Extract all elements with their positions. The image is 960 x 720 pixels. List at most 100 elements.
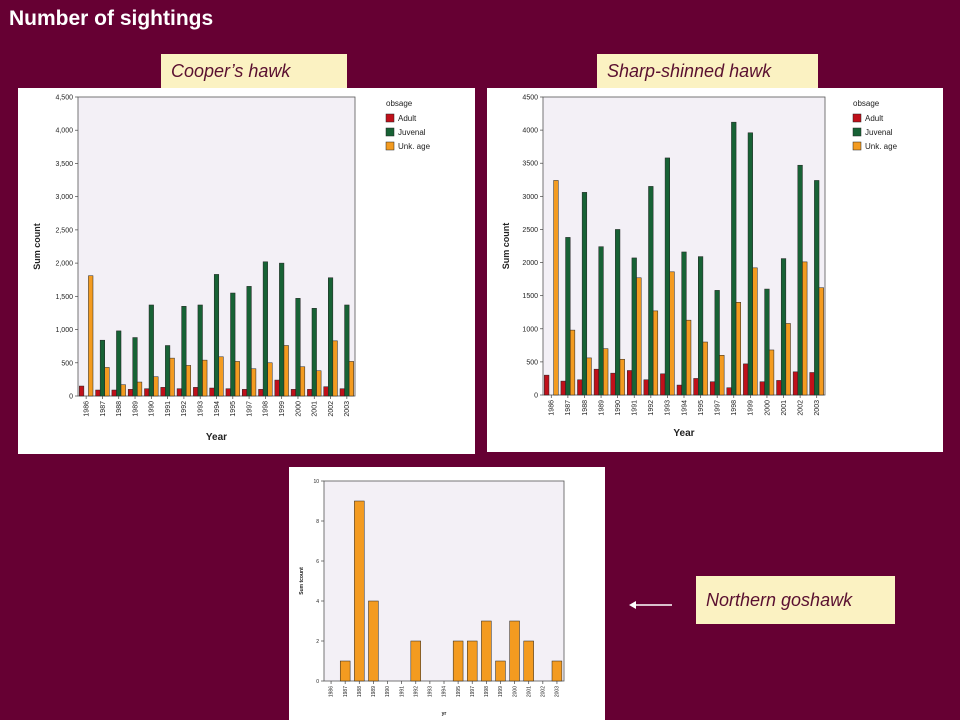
bar-unk-age-1990	[153, 376, 159, 397]
legend-label-adult: Adult	[398, 114, 417, 123]
y-tick-label: 1000	[522, 326, 538, 333]
coopers-hawk-chart-panel: 0 500 1,000 1,500 2,000 2,500 3,000 3,500 4,000 4…	[18, 88, 475, 454]
bar-adult-1987	[95, 389, 101, 397]
bar-unk-age-1989	[603, 348, 609, 396]
x-tick-label: 1990	[385, 686, 391, 697]
bar-adult-1988	[111, 389, 117, 397]
x-tick-label: 2002	[797, 400, 804, 416]
bar-unk-age-1991	[169, 357, 175, 397]
x-tick-label: 1989	[371, 686, 377, 697]
y-tick-label: 2,500	[55, 227, 73, 234]
x-tick-label: 1994	[214, 401, 221, 417]
x-tick-label: 2002	[540, 686, 546, 697]
bar-juvenal-1999	[747, 132, 753, 396]
bar-adult-1997	[709, 381, 716, 396]
bar-juvenal-1993	[664, 157, 670, 396]
bar-adult-1998	[258, 389, 264, 397]
y-tick-label: 2500	[522, 227, 538, 234]
bar-unk-age-1997	[719, 355, 725, 396]
bar-adult-1992	[176, 388, 182, 397]
bar-juvenal-2000	[295, 298, 301, 397]
bar-count-1999	[495, 660, 506, 682]
bar-count-1992	[410, 640, 421, 682]
bar-adult-1994	[209, 387, 215, 397]
legend-label-juvenal: Juvenal	[865, 128, 893, 137]
bar-unk-age-1991	[636, 277, 642, 396]
bar-adult-1989	[127, 389, 133, 397]
x-tick-label: 1988	[116, 401, 123, 417]
x-tick-label: 1998	[731, 400, 738, 416]
bar-adult-1992	[643, 379, 649, 396]
bar-juvenal-1989	[598, 246, 604, 396]
bar-adult-1990	[144, 388, 150, 397]
bar-juvenal-2002	[328, 277, 334, 397]
sharp-shinned-hawk-label: Sharp-shinned hawk	[597, 54, 818, 88]
y-tick-label: 1,500	[55, 294, 73, 301]
bar-adult-1999	[743, 363, 749, 396]
bar-unk-age-1993	[202, 359, 208, 397]
legend-label-unk-age: Unk. age	[398, 142, 431, 151]
x-tick-label: 2002	[328, 401, 335, 417]
bar-unk-age-1995	[702, 341, 708, 396]
bar-adult-1989	[593, 368, 599, 396]
bar-juvenal-1990	[615, 229, 621, 396]
bar-juvenal-2003	[814, 180, 820, 396]
bar-unk-age-1986	[88, 275, 94, 397]
bar-unk-age-1992	[652, 310, 659, 396]
bar-juvenal-1998	[731, 121, 737, 396]
x-tick-label: 1992	[648, 400, 655, 416]
legend-title: obsage	[386, 99, 413, 108]
bar-juvenal-1989	[132, 337, 138, 397]
x-tick-label: 1993	[665, 400, 672, 416]
x-tick-label: 1994	[442, 686, 448, 697]
pointer-arrow-icon	[629, 601, 672, 609]
bar-unk-age-1994	[686, 319, 692, 396]
x-tick-label: 1998	[484, 686, 490, 697]
x-tick-label: 1992	[413, 686, 419, 697]
legend-label-adult: Adult	[865, 114, 884, 123]
bar-juvenal-1992	[648, 186, 654, 396]
bar-adult-1995	[225, 388, 231, 397]
bar-adult-1986	[79, 385, 85, 397]
x-tick-label: 1987	[343, 686, 349, 697]
bar-unk-age-2002	[332, 340, 338, 397]
x-tick-label: 1988	[582, 400, 589, 416]
bar-adult-1987	[560, 380, 566, 396]
legend-swatch-juvenal	[852, 127, 862, 137]
x-tick-label: 1989	[598, 400, 605, 416]
x-tick-label: 1995	[456, 686, 462, 697]
bar-juvenal-2002	[797, 164, 803, 396]
bar-unk-age-1999	[283, 345, 289, 397]
bar-juvenal-1988	[581, 192, 588, 396]
bar-unk-age-2000	[300, 366, 306, 397]
x-tick-label: 1987	[100, 401, 107, 417]
bar-unk-age-2000	[769, 349, 775, 396]
x-tick-label: 1991	[165, 401, 172, 417]
bar-unk-age-1988	[120, 384, 126, 397]
y-tick-label: 8	[316, 519, 319, 525]
y-tick-label: 4500	[522, 95, 538, 102]
bar-juvenal-2000	[764, 288, 770, 396]
bar-unk-age-2002	[802, 261, 808, 396]
x-tick-label: 1990	[149, 401, 156, 417]
bar-unk-age-1988	[586, 357, 592, 396]
coopers-hawk-chart: 0 500 1,000 1,500 2,000 2,500 3,000 3,500 4,000 4…	[32, 95, 431, 444]
bar-unk-age-1986	[553, 180, 559, 396]
y-tick-label: 1,000	[55, 327, 73, 334]
x-tick-label: 1988	[357, 686, 363, 697]
x-tick-label: 1987	[565, 400, 572, 416]
bar-count-1987	[339, 660, 351, 682]
x-tick-label: 2000	[764, 400, 771, 416]
bar-juvenal-2001	[311, 308, 317, 397]
sharp-shinned-hawk-chart-panel: 0 500 1000 1500 2000 2500 3000 3500 4000 4500 1986…	[487, 88, 943, 452]
x-tick-label: 2003	[555, 686, 561, 697]
bar-unk-age-2001	[785, 323, 791, 396]
y-tick-label: 0	[316, 679, 319, 685]
bar-adult-2001	[776, 380, 782, 396]
bar-unk-age-1994	[218, 356, 224, 397]
x-tick-label: 1998	[263, 401, 270, 417]
x-axis-title: Year	[673, 428, 694, 439]
bar-juvenal-1994	[681, 251, 687, 396]
bar-juvenal-1995	[698, 256, 704, 396]
y-tick-label: 3,000	[55, 194, 73, 201]
